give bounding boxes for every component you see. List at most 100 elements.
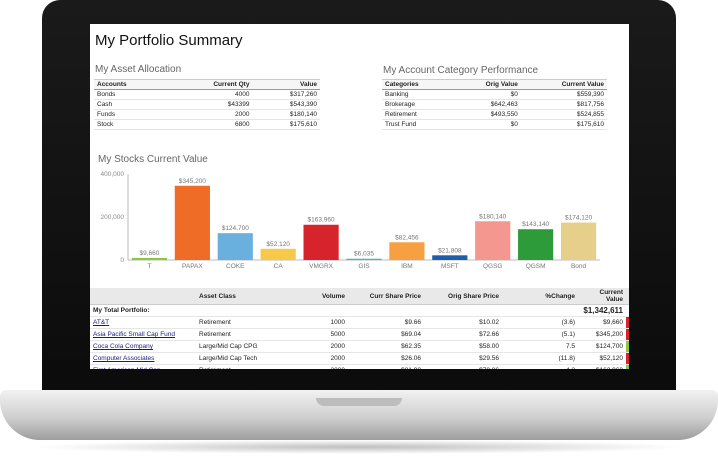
bar-data-label: $6,035 [354, 251, 374, 258]
table-row: Bonds 4000 $317,260 [94, 89, 320, 100]
x-tick-label: Bond [571, 263, 587, 270]
curr-price-cell: $69.04 [348, 328, 424, 341]
column-header: Asset Class [196, 288, 290, 305]
bar-data-label: $21,808 [438, 247, 462, 254]
orig-price-cell: $72.66 [424, 328, 502, 341]
change-cell: 7.5 [502, 340, 578, 353]
portfolio-rows: AT&T Retirement 1000 $9.66 $10.02 (3.6) $9,660… [90, 316, 629, 369]
x-tick-label: MSFT [441, 263, 459, 270]
change-flag [626, 352, 629, 365]
x-tick-label: QGSG [483, 263, 503, 270]
cell: $180,140 [252, 109, 320, 120]
category-performance-table: Categories Orig Value Current Value Bank… [382, 79, 607, 130]
bar-vmgrx [303, 224, 339, 260]
bar-data-label: $174,120 [565, 215, 592, 222]
table-row[interactable]: Asia Pacific Small Cap Fund Retirement 500… [90, 328, 629, 341]
x-tick-label: COKE [226, 263, 245, 270]
current-value-cell: $9,660 [578, 316, 626, 329]
bar-data-label: $52,120 [266, 241, 290, 248]
orig-price-cell: $29.56 [424, 352, 502, 365]
y-tick-label: 0 [120, 257, 124, 264]
cell: $0 [452, 89, 521, 100]
change-cell: (5.1) [502, 328, 578, 341]
bar-ibm [389, 242, 425, 260]
asset-class-cell: Large/Mid Cap CPG [196, 340, 290, 353]
holding-link[interactable]: Coca Cola Company [90, 340, 196, 353]
holding-link[interactable]: First American Mid Cap [90, 364, 196, 369]
bar-data-label: $124,700 [222, 225, 249, 232]
bar-data-label: $345,200 [179, 178, 206, 185]
bar-gis [346, 258, 382, 260]
cell: $524,855 [520, 109, 607, 120]
bar-data-label: $143,140 [522, 221, 549, 228]
column-header [90, 288, 196, 305]
asset-class-cell: Large/Mid Cap Tech [196, 352, 290, 365]
change-cell: 4.2 [502, 364, 578, 369]
bar-data-label: $180,140 [479, 213, 506, 220]
bar-t [131, 257, 168, 260]
volume-cell: 5000 [290, 328, 348, 341]
table-row[interactable]: Computer Associates Large/Mid Cap Tech 200… [90, 352, 629, 365]
asset-class-cell: Retirement [196, 328, 290, 341]
category-performance-title: My Account Category Performance [383, 65, 539, 76]
column-header: Orig Value [452, 79, 521, 90]
table-row: Retirement $493,550 $524,855 [382, 109, 607, 120]
app-screen: My Portfolio Summary My Asset Allocation… [90, 24, 629, 369]
x-tick-label: IBM [401, 263, 413, 270]
current-value-cell: $124,700 [578, 340, 626, 353]
x-tick-label: GIS [358, 263, 370, 270]
holding-link[interactable]: Asia Pacific Small Cap Fund [90, 328, 196, 341]
table-row: Banking $0 $559,390 [382, 89, 607, 100]
table-header-row: Accounts Current Qty Value [94, 79, 320, 90]
holding-link[interactable]: Computer Associates [90, 352, 196, 365]
x-tick-label: T [147, 263, 151, 270]
cell: Stock [94, 119, 167, 130]
bar-bond [560, 222, 597, 260]
bar-msft [432, 255, 468, 260]
table-row[interactable]: Coca Cola Company Large/Mid Cap CPG 2000 $6… [90, 340, 629, 353]
bar-coke [217, 233, 253, 260]
column-header: Orig Share Price [424, 288, 502, 305]
laptop-shadow [30, 440, 688, 454]
stocks-bar-chart: 400,000 200,000 0 $9,660 T $345,200 PAPAX $124,… [101, 171, 600, 270]
column-header: Current Qty [166, 79, 253, 90]
curr-price-cell: $81.98 [348, 364, 424, 369]
column-header: Categories [382, 79, 453, 90]
change-cell: (11.8) [502, 352, 578, 365]
cell: Trust Fund [382, 119, 453, 130]
table-row[interactable]: First American Mid CapRetirement2000$81.… [90, 364, 629, 369]
volume-cell: 2000 [290, 340, 348, 353]
cell: $817,756 [520, 99, 607, 110]
flag-cell [626, 304, 629, 317]
cell: $43399 [166, 99, 253, 110]
x-tick-label: CA [274, 263, 284, 270]
cell: $493,550 [452, 109, 521, 120]
total-row: My Total Portfolio: $1,342,611 [90, 304, 629, 317]
cell: Banking [382, 89, 453, 100]
curr-price-cell: $9.66 [348, 316, 424, 329]
column-header: Volume [290, 288, 348, 305]
curr-price-cell: $62.35 [348, 340, 424, 353]
holding-link[interactable]: AT&T [90, 316, 196, 329]
column-header: Curr Share Price [348, 288, 424, 305]
change-flag [626, 316, 629, 329]
cell: 2000 [166, 109, 253, 120]
asset-allocation-title: My Asset Allocation [95, 64, 182, 75]
change-flag [626, 328, 629, 341]
curr-price-cell: $26.06 [348, 352, 424, 365]
cell: 6800 [166, 119, 253, 130]
asset-allocation-table: Accounts Current Qty Value Bonds 4000 $317… [94, 79, 320, 130]
cell: Brokerage [382, 99, 453, 110]
bar-papax [174, 185, 210, 260]
asset-class-cell: Retirement [196, 364, 290, 369]
cell: $175,610 [252, 119, 320, 130]
bar-data-label: $163,960 [308, 217, 335, 224]
volume-cell: 1000 [290, 316, 348, 329]
cell: $0 [452, 119, 521, 130]
table-row: Cash $43399 $543,390 [94, 99, 320, 110]
table-row: Trust Fund $0 $175,610 [382, 119, 607, 130]
change-cell: (3.6) [502, 316, 578, 329]
table-row[interactable]: AT&T Retirement 1000 $9.66 $10.02 (3.6) $9,660 [90, 316, 629, 329]
bar-qgsg [475, 221, 511, 260]
flag-header [626, 288, 629, 305]
